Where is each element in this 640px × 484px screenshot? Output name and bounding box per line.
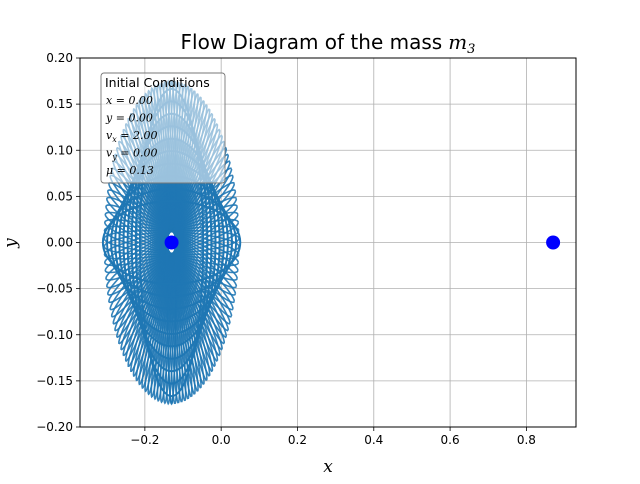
x-tick-label: −0.2 — [130, 433, 159, 447]
y-axis-ticks: −0.20 −0.15 −0.10 −0.05 0.00 0.05 0.10 0.15 0.20 — [36, 51, 80, 434]
legend-entry-value: 0.13 — [129, 164, 154, 177]
x-tick-label: 0.6 — [441, 433, 460, 447]
orbit-loop — [104, 211, 239, 274]
legend-entry: vy = 0.00 — [106, 147, 157, 162]
mass-point — [164, 235, 179, 250]
legend-entry: y = 0.00 — [105, 112, 153, 125]
y-tick-label: 0.00 — [46, 236, 73, 250]
mass-point — [546, 235, 561, 250]
x-tick-label: 0.8 — [517, 433, 536, 447]
legend-box — [100, 72, 226, 184]
y-tick-label: 0.10 — [46, 143, 73, 157]
legend-entry: μ = 0.13 — [106, 164, 154, 177]
legend-entry-var: μ — [106, 164, 113, 177]
orbit-envelope-loop — [106, 187, 238, 298]
legend-entry-value: 0.00 — [133, 147, 158, 160]
legend-entry-value: 0.00 — [128, 112, 153, 125]
legend-entry-eq: = — [113, 164, 129, 177]
legend-entry: x = 0.00 — [106, 94, 153, 107]
y-axis-label: y — [1, 238, 21, 249]
legend-entry-value: 0.00 — [128, 94, 153, 107]
y-tick-label: 0.15 — [46, 97, 73, 111]
orbit-loop — [103, 229, 240, 256]
legend-entry-eq: = — [117, 129, 133, 142]
legend-entry-var: v — [106, 129, 113, 142]
legend-entry-var: v — [106, 147, 113, 160]
legend-entry-value: 2.00 — [132, 129, 158, 142]
x-axis-ticks: −0.2 0.0 0.2 0.4 0.6 0.8 — [130, 427, 536, 447]
legend-entry-var: x — [106, 94, 113, 107]
y-tick-label: −0.20 — [36, 420, 73, 434]
x-tick-label: 0.0 — [212, 433, 231, 447]
x-tick-label: 0.4 — [364, 433, 383, 447]
orbit-loop — [103, 229, 240, 256]
chart-title-math: m — [448, 30, 467, 54]
legend-entry-eq: = — [117, 147, 133, 160]
mass-points — [164, 235, 561, 250]
y-tick-label: 0.05 — [46, 189, 73, 203]
legend-entry-sub: y — [111, 153, 117, 162]
orbit-envelope-loop — [101, 199, 242, 286]
chart-title-math-sub: 3 — [467, 42, 475, 57]
y-tick-label: −0.10 — [36, 328, 73, 342]
orbit-loop — [103, 225, 240, 260]
legend-entry-var: y — [105, 112, 113, 125]
orbit-loop — [103, 218, 240, 267]
chart-title: Flow Diagram of the mass m3 — [181, 30, 476, 57]
legend-entry-eq: = — [112, 112, 128, 125]
legend-entry-eq: = — [112, 94, 128, 107]
orbit-loop — [103, 225, 240, 260]
x-tick-label: 0.2 — [288, 433, 307, 447]
legend-entry: vx = 2.00 — [106, 129, 157, 144]
orbit-loop — [103, 218, 240, 267]
y-tick-label: −0.15 — [36, 374, 73, 388]
chart-title-text: Flow Diagram of the mass — [181, 30, 443, 54]
y-tick-label: 0.20 — [46, 51, 73, 65]
y-tick-label: −0.05 — [36, 282, 73, 296]
legend-title: Initial Conditions — [105, 75, 210, 90]
legend-entry-sub: x — [112, 135, 117, 144]
x-axis-label: x — [323, 457, 333, 477]
